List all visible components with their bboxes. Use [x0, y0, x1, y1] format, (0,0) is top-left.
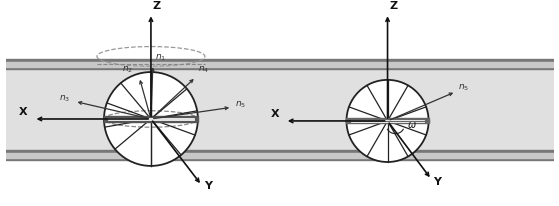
Ellipse shape [137, 151, 165, 160]
Text: X: X [19, 107, 28, 116]
Text: $n_4$: $n_4$ [198, 64, 209, 75]
Text: $n_5$: $n_5$ [458, 82, 469, 93]
Text: Z: Z [153, 1, 161, 11]
Text: $n_2$: $n_2$ [122, 64, 134, 75]
Text: $n_1$: $n_1$ [155, 53, 166, 63]
Circle shape [104, 73, 198, 166]
Text: Z: Z [390, 1, 397, 11]
Text: Y: Y [433, 176, 442, 186]
Circle shape [347, 81, 429, 162]
Text: $\omega$: $\omega$ [407, 119, 417, 129]
Text: X: X [271, 109, 279, 118]
Text: $n_3$: $n_3$ [59, 93, 70, 103]
Text: Y: Y [203, 180, 212, 191]
Ellipse shape [376, 151, 399, 160]
Text: $n_5$: $n_5$ [235, 99, 246, 109]
